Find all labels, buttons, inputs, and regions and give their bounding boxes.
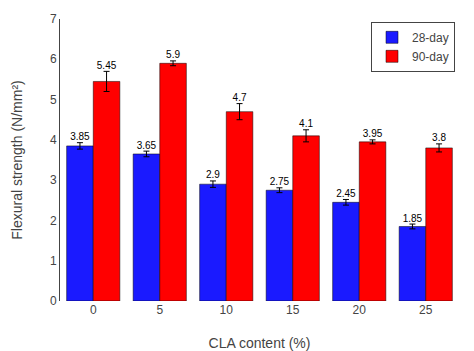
svg-text:5.9: 5.9 — [166, 49, 180, 60]
svg-text:5: 5 — [50, 93, 57, 107]
svg-text:CLA content (%): CLA content (%) — [209, 335, 311, 351]
svg-text:2.9: 2.9 — [206, 169, 220, 180]
svg-text:4: 4 — [50, 133, 57, 147]
svg-text:4.7: 4.7 — [233, 92, 247, 103]
svg-text:5.45: 5.45 — [97, 60, 117, 71]
svg-text:3: 3 — [50, 173, 57, 187]
svg-text:10: 10 — [220, 303, 234, 317]
svg-text:28-day: 28-day — [412, 31, 449, 45]
svg-text:5: 5 — [156, 303, 163, 317]
svg-text:Flexural strength (N/mm²): Flexural strength (N/mm²) — [9, 80, 25, 239]
svg-text:1: 1 — [50, 254, 57, 268]
svg-text:4.1: 4.1 — [299, 118, 313, 129]
svg-text:7: 7 — [50, 12, 57, 26]
svg-text:3.65: 3.65 — [137, 140, 157, 151]
svg-text:20: 20 — [353, 303, 367, 317]
svg-text:0: 0 — [90, 303, 97, 317]
svg-text:90-day: 90-day — [412, 50, 449, 64]
svg-text:2.45: 2.45 — [336, 188, 356, 199]
svg-text:2.75: 2.75 — [270, 176, 290, 187]
svg-text:1.85: 1.85 — [403, 213, 423, 224]
svg-text:2: 2 — [50, 214, 57, 228]
svg-text:3.95: 3.95 — [363, 128, 383, 139]
svg-text:25: 25 — [419, 303, 433, 317]
svg-text:3.85: 3.85 — [70, 131, 90, 142]
svg-text:0: 0 — [50, 294, 57, 308]
svg-text:15: 15 — [286, 303, 300, 317]
svg-text:6: 6 — [50, 52, 57, 66]
svg-text:3.8: 3.8 — [432, 132, 446, 143]
